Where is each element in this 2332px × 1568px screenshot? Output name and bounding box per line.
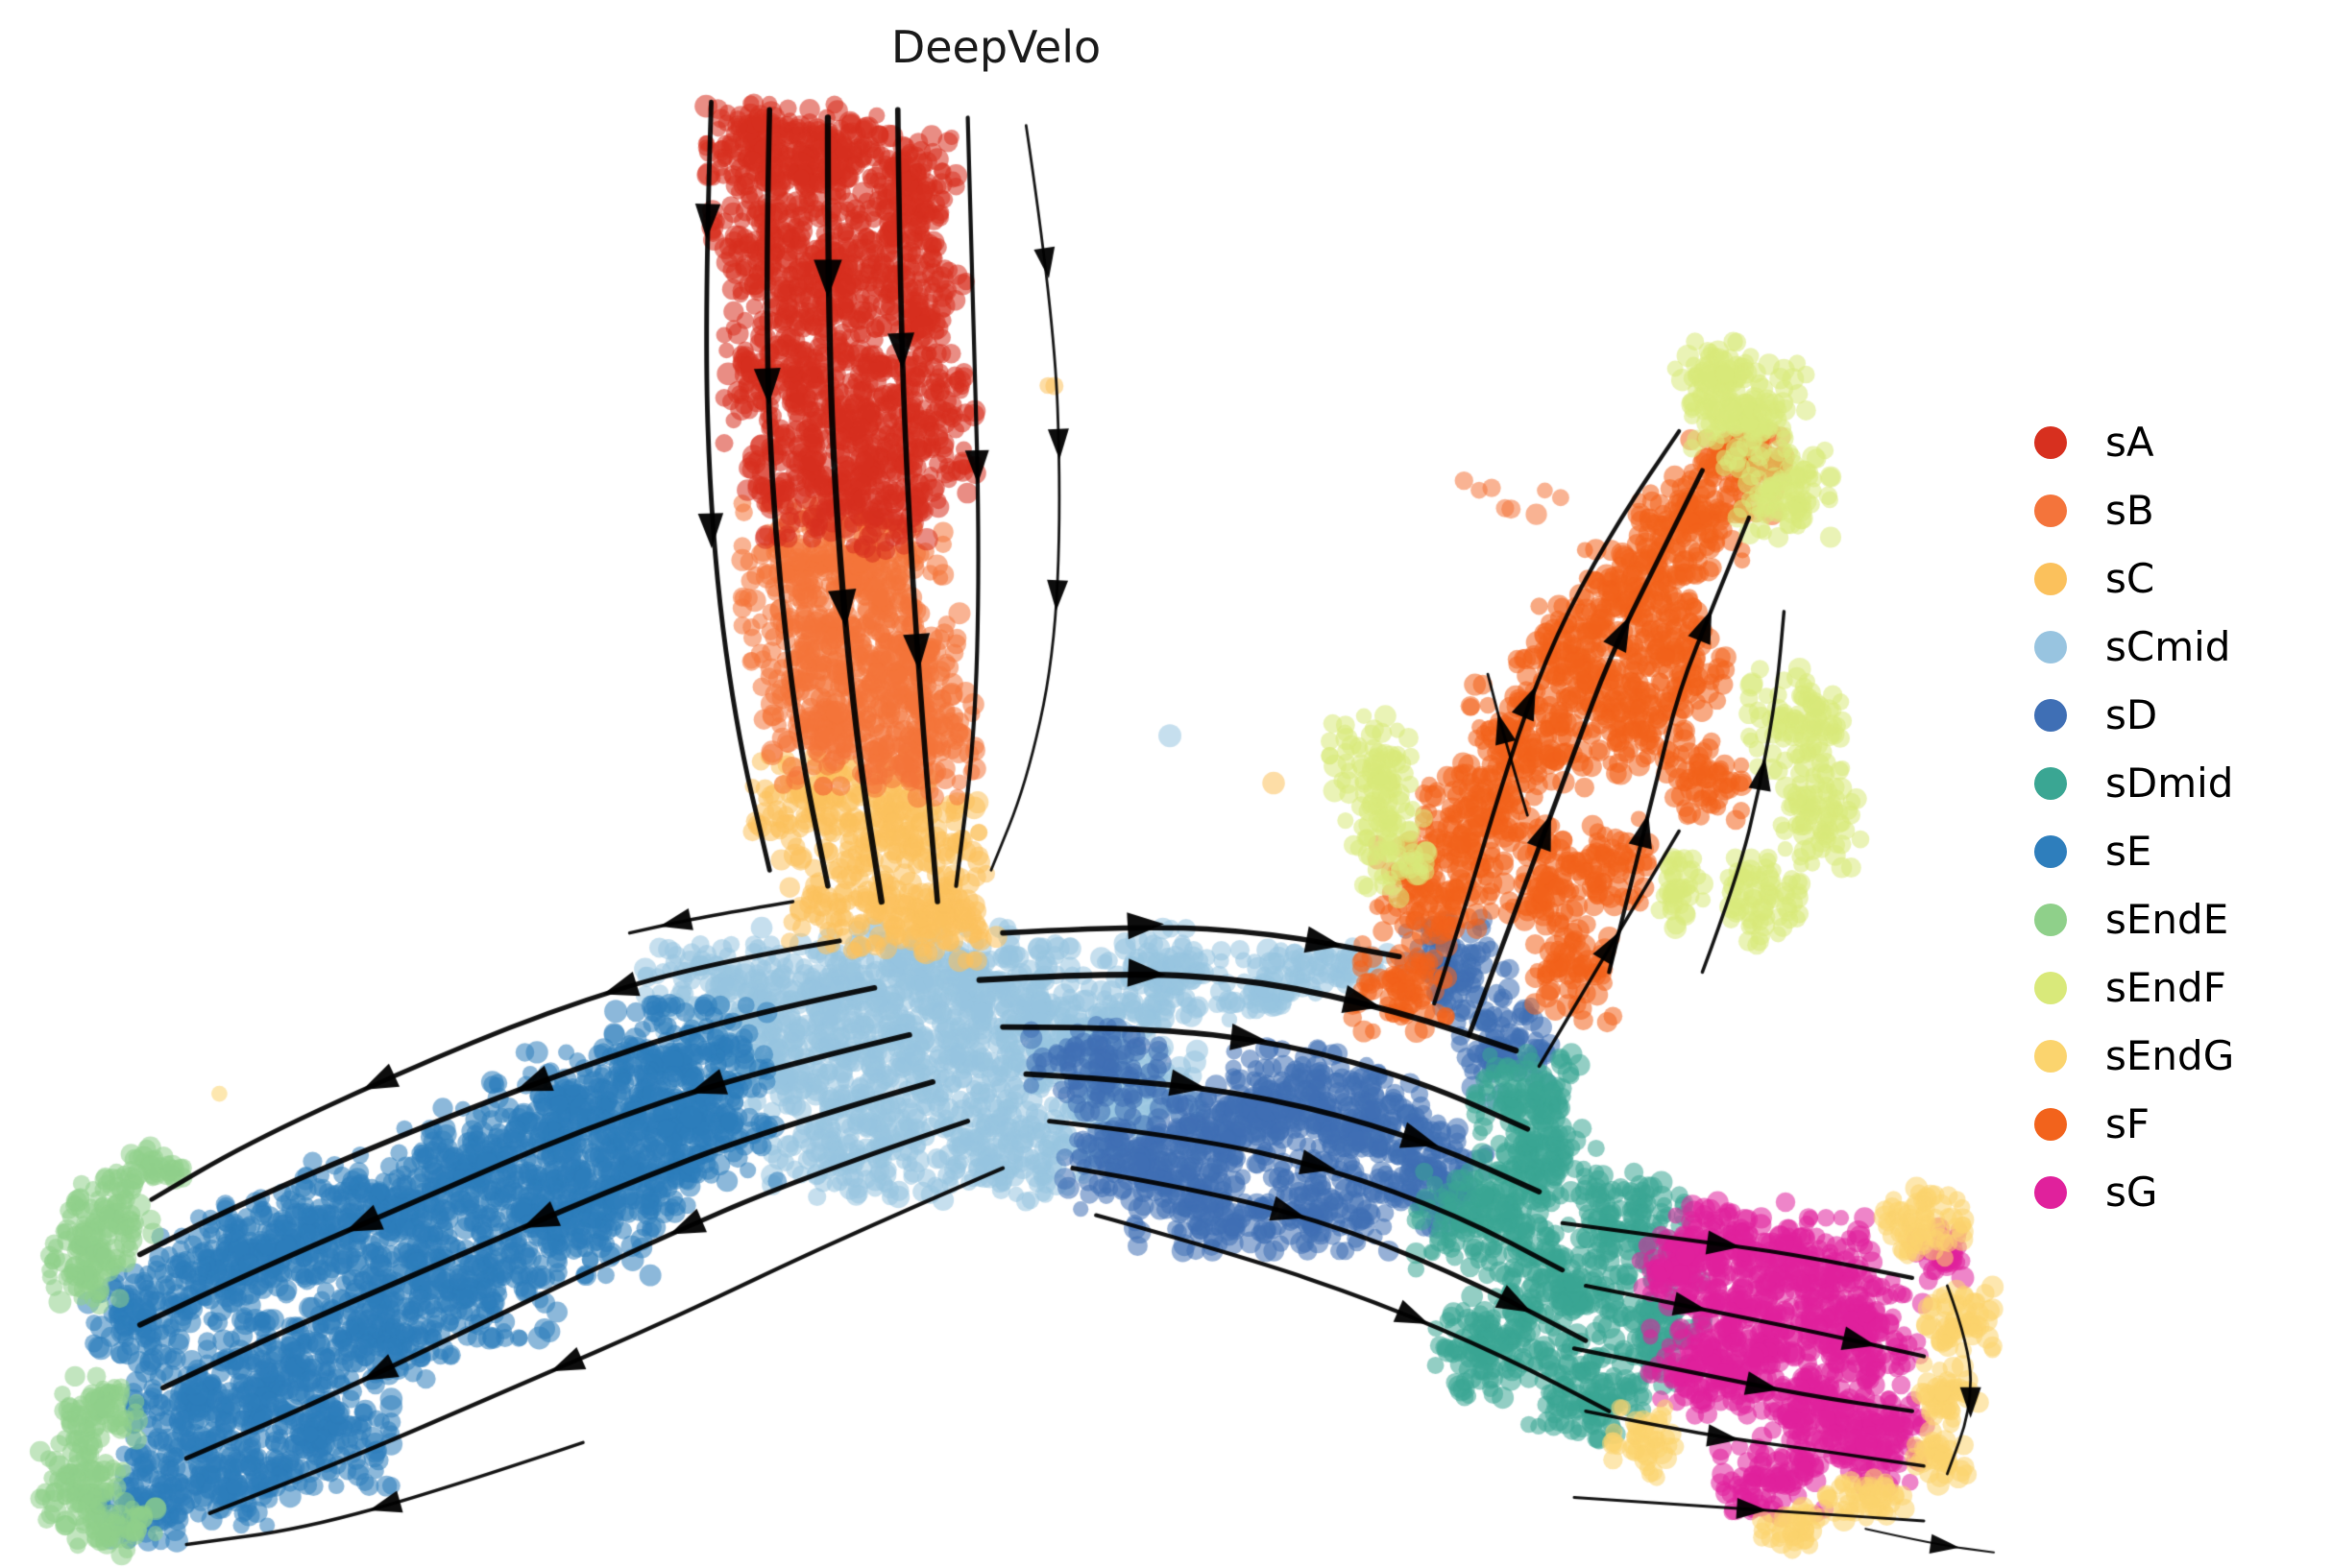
legend-label-sEndG: sEndG [2105, 1032, 2235, 1079]
legend-label-sE: sE [2105, 828, 2152, 875]
legend-swatch-sD-icon [2034, 699, 2067, 732]
legend-item-sA: sA [2034, 422, 2234, 463]
legend: sA sB sC sCmid sD sDmid sE sEndE [2034, 422, 2234, 1213]
legend-label-sEndF: sEndF [2105, 964, 2226, 1011]
legend-swatch-sE-icon [2034, 835, 2067, 868]
legend-swatch-sA-icon [2034, 426, 2067, 459]
legend-item-sDmid: sDmid [2034, 763, 2234, 804]
legend-swatch-sDmid-icon [2034, 767, 2067, 800]
legend-item-sB: sB [2034, 491, 2234, 531]
legend-item-sEndE: sEndE [2034, 900, 2234, 940]
legend-swatch-sG-icon [2034, 1176, 2067, 1209]
legend-item-sC: sC [2034, 559, 2234, 599]
legend-item-sD: sD [2034, 695, 2234, 736]
legend-label-sF: sF [2105, 1100, 2150, 1147]
legend-label-sB: sB [2105, 487, 2154, 534]
legend-label-sC: sC [2105, 555, 2155, 602]
legend-label-sDmid: sDmid [2105, 760, 2234, 807]
legend-swatch-sB-icon [2034, 495, 2067, 527]
legend-swatch-sEndG-icon [2034, 1040, 2067, 1073]
legend-swatch-sF-icon [2034, 1108, 2067, 1141]
legend-label-sD: sD [2105, 691, 2158, 738]
legend-swatch-sEndE-icon [2034, 904, 2067, 936]
chart-title: DeepVelo [890, 21, 1102, 73]
legend-item-sEndF: sEndF [2034, 968, 2234, 1008]
legend-item-sEndG: sEndG [2034, 1036, 2234, 1076]
legend-item-sG: sG [2034, 1172, 2234, 1213]
legend-label-sEndE: sEndE [2105, 896, 2229, 943]
legend-item-sF: sF [2034, 1104, 2234, 1145]
legend-label-sG: sG [2105, 1169, 2158, 1216]
legend-swatch-sEndF-icon [2034, 972, 2067, 1004]
legend-item-sE: sE [2034, 832, 2234, 872]
legend-swatch-sC-icon [2034, 563, 2067, 595]
legend-swatch-sCmid-icon [2034, 631, 2067, 663]
legend-item-sCmid: sCmid [2034, 627, 2234, 667]
legend-label-sA: sA [2105, 419, 2154, 466]
legend-label-sCmid: sCmid [2105, 623, 2231, 670]
